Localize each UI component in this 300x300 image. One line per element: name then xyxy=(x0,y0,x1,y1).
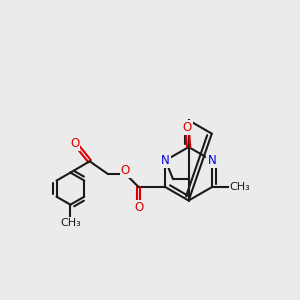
Text: O: O xyxy=(121,164,130,177)
Text: O: O xyxy=(70,137,80,150)
Text: N: N xyxy=(207,154,216,167)
Text: CH₃: CH₃ xyxy=(230,182,250,192)
Text: CH₃: CH₃ xyxy=(60,218,81,227)
Text: O: O xyxy=(134,201,143,214)
Text: O: O xyxy=(182,121,192,134)
Text: N: N xyxy=(161,154,170,167)
